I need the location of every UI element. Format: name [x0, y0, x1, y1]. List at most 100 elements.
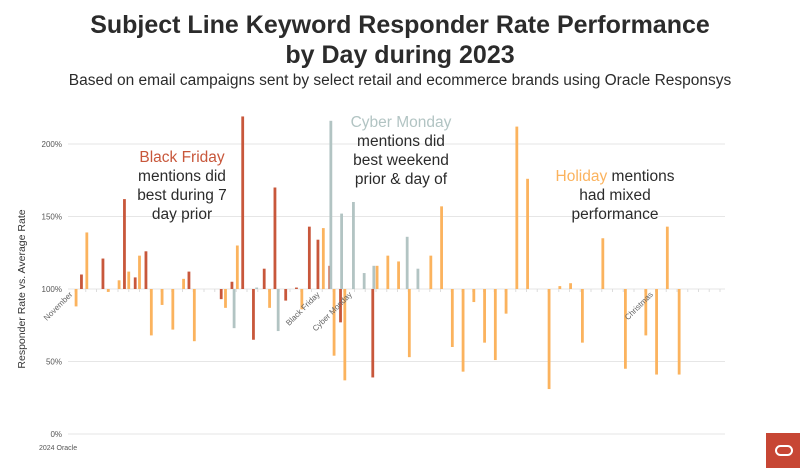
bar-holiday: [171, 289, 175, 330]
bar-cyber-monday: [232, 289, 236, 329]
bar-holiday: [644, 289, 648, 336]
bar-holiday: [106, 289, 110, 292]
chart-title: Subject Line Keyword Responder Rate Perf…: [0, 10, 800, 70]
bar-holiday: [569, 283, 572, 289]
bar-black-friday: [273, 187, 277, 289]
y-tick-label: 150%: [42, 213, 62, 222]
bar-cyber-monday: [255, 287, 259, 289]
bar-black-friday: [133, 277, 137, 289]
bar-cyber-monday: [405, 236, 409, 289]
bar-holiday: [526, 178, 529, 289]
bar-black-friday: [230, 281, 234, 289]
bar-holiday: [332, 289, 336, 356]
bar-holiday: [677, 289, 681, 375]
y-tick-label: 100%: [42, 285, 62, 294]
bar-holiday: [558, 286, 562, 289]
annotation-keyword: Black Friday: [139, 149, 225, 166]
copyright-footer: 2024 Oracle: [39, 445, 78, 452]
bar-holiday: [515, 126, 519, 289]
y-tick-label: 50%: [46, 358, 62, 367]
bar-holiday: [665, 226, 669, 289]
annotation-text: best weekend: [353, 152, 449, 169]
bar-holiday: [386, 255, 390, 289]
bar-black-friday: [339, 289, 342, 323]
annotation-text: mentions did: [138, 168, 226, 185]
bar-black-friday: [262, 268, 266, 289]
y-tick-label: 0%: [50, 430, 62, 439]
x-marker-label: Christmas: [623, 290, 655, 322]
bar-holiday: [655, 289, 658, 375]
annotation-black-friday: Black Friday mentions did best during 7 …: [122, 148, 242, 224]
annotation-text: prior & day of: [354, 171, 448, 188]
bar-black-friday: [101, 258, 105, 289]
bar-holiday: [160, 289, 164, 305]
bar-cyber-monday: [329, 120, 333, 289]
bar-holiday: [493, 289, 497, 361]
bar-holiday: [117, 280, 121, 289]
bar-holiday: [407, 289, 411, 358]
bar-holiday: [429, 255, 433, 289]
annotation-cyber-monday: Cyber Monday mentions did best weekend p…: [341, 113, 461, 189]
annotation-text: mentions did: [357, 133, 445, 150]
chart-title-line1: Subject Line Keyword Responder Rate Perf…: [90, 11, 710, 39]
bar-cyber-monday: [276, 289, 280, 332]
bar-holiday: [440, 206, 443, 289]
chart-subtitle: Based on email campaigns sent by select …: [68, 72, 732, 89]
bar-holiday: [149, 289, 153, 336]
annotation-keyword: Cyber Monday: [350, 114, 452, 131]
bar-holiday: [375, 265, 379, 289]
y-tick-label: 200%: [42, 140, 62, 149]
annotation-keyword: Holiday: [555, 168, 608, 185]
bar-cyber-monday: [362, 273, 366, 289]
bar-holiday: [450, 289, 454, 347]
annotation-text: best during 7: [137, 187, 227, 204]
bar-holiday: [397, 261, 400, 289]
bar-black-friday: [252, 289, 255, 340]
annotation-text: had mixed: [579, 187, 651, 204]
bar-black-friday: [187, 271, 191, 289]
bar-black-friday: [371, 289, 375, 378]
annotation-holiday: Holiday mentions had mixed performance: [540, 167, 690, 224]
bar-holiday: [343, 289, 347, 381]
bar-holiday: [483, 289, 486, 343]
bar-black-friday: [80, 274, 83, 289]
bar-holiday: [624, 289, 627, 369]
bar-holiday: [321, 228, 325, 289]
bar-cyber-monday: [352, 202, 355, 289]
bar-holiday: [581, 289, 584, 343]
bar-holiday: [138, 255, 141, 289]
bar-holiday: [235, 245, 239, 289]
y-axis-label: Responder Rate vs. Average Rate: [16, 209, 28, 368]
bar-holiday: [85, 232, 89, 289]
oracle-logo: [766, 433, 800, 468]
bar-black-friday: [219, 289, 223, 300]
bar-black-friday: [241, 116, 245, 289]
bar-holiday: [268, 289, 271, 308]
bar-holiday: [300, 289, 304, 310]
bar-holiday: [504, 289, 508, 314]
bar-black-friday: [295, 287, 298, 289]
bar-black-friday: [316, 239, 320, 289]
annotation-text: performance: [571, 206, 659, 223]
bar-holiday: [461, 289, 465, 372]
bar-holiday: [182, 278, 185, 289]
chart-title-line2: by Day during 2023: [285, 41, 515, 69]
bar-holiday: [74, 289, 78, 307]
bar-holiday: [601, 238, 605, 289]
x-marker-label: November: [42, 290, 75, 323]
bar-black-friday: [144, 251, 148, 289]
bar-holiday: [127, 271, 131, 289]
bar-holiday: [192, 289, 196, 342]
bar-cyber-monday: [372, 265, 376, 289]
bar-cyber-monday: [340, 213, 343, 289]
annotation-text: day prior: [151, 206, 213, 223]
annotation-text: mentions: [607, 168, 675, 185]
bar-cyber-monday: [416, 268, 420, 289]
bar-black-friday: [123, 199, 126, 289]
bar-holiday: [224, 289, 227, 308]
bar-holiday: [547, 289, 551, 390]
bar-black-friday: [307, 226, 311, 289]
bar-holiday: [472, 289, 476, 303]
bar-black-friday: [284, 289, 288, 301]
